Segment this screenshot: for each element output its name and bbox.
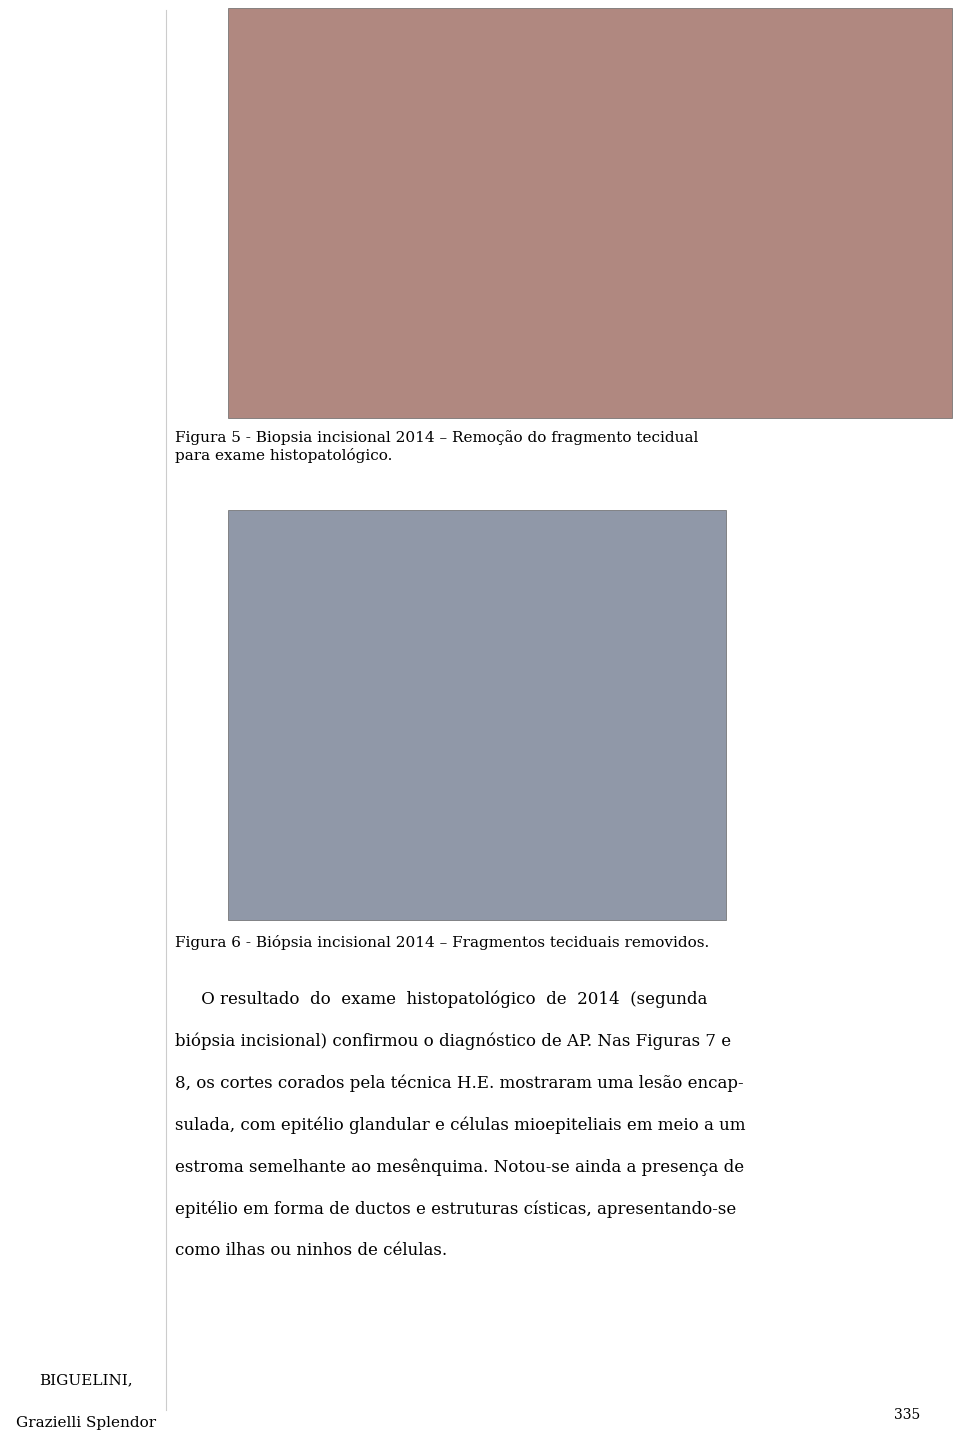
Text: 8, os cortes corados pela técnica H.E. mostraram uma lesão encap-: 8, os cortes corados pela técnica H.E. m…: [175, 1074, 744, 1091]
Text: Figura 5 - Biopsia incisional 2014 – Remoção do fragmento tecidual: Figura 5 - Biopsia incisional 2014 – Rem…: [175, 430, 698, 445]
Bar: [228, 9, 952, 418]
Text: como ilhas ou ninhos de células.: como ilhas ou ninhos de células.: [175, 1243, 447, 1258]
Text: para exame histopatológico.: para exame histopatológico.: [175, 448, 393, 462]
Bar: [228, 511, 726, 919]
Text: BIGUELINI,: BIGUELINI,: [39, 1373, 133, 1387]
Text: Figura 6 - Biópsia incisional 2014 – Fragmentos teciduais removidos.: Figura 6 - Biópsia incisional 2014 – Fra…: [175, 935, 709, 950]
Text: biópsia incisional) confirmou o diagnóstico de AP. Nas Figuras 7 e: biópsia incisional) confirmou o diagnóst…: [175, 1032, 732, 1050]
Text: estroma semelhante ao mesênquima. Notou-se ainda a presença de: estroma semelhante ao mesênquima. Notou-…: [175, 1158, 744, 1175]
Text: 335: 335: [894, 1409, 920, 1421]
Text: sulada, com epitélio glandular e células mioepiteliais em meio a um: sulada, com epitélio glandular e células…: [175, 1115, 746, 1134]
Text: Grazielli Splendor: Grazielli Splendor: [16, 1416, 156, 1430]
Text: O resultado  do  exame  histopatológico  de  2014  (segunda: O resultado do exame histopatológico de …: [175, 990, 708, 1008]
Text: epitélio em forma de ductos e estruturas císticas, apresentando-se: epitélio em forma de ductos e estruturas…: [175, 1200, 736, 1217]
